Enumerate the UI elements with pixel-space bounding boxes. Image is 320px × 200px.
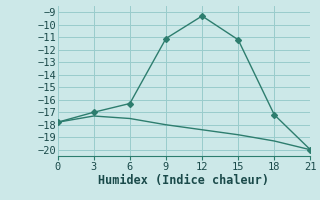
X-axis label: Humidex (Indice chaleur): Humidex (Indice chaleur) xyxy=(99,174,269,187)
